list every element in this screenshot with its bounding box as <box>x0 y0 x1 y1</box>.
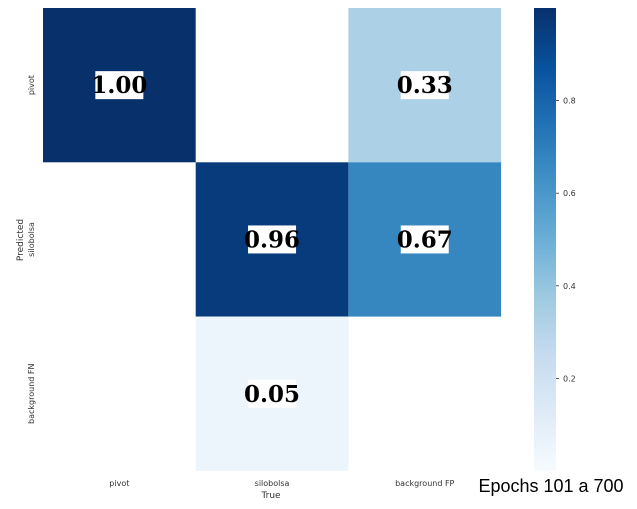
colorbar-tick-label: 0.6 <box>563 189 576 198</box>
x-axis-title: True <box>260 491 281 501</box>
cell-value-label: 0.67 <box>397 226 453 253</box>
cell-label-background <box>400 71 449 100</box>
x-tick-label: background FP <box>395 479 454 488</box>
x-tick-labels: pivot silobolsa background FP <box>109 479 454 488</box>
x-tick-label: silobolsa <box>255 479 290 488</box>
cell-label-background <box>248 225 297 254</box>
y-tick-label: pivot <box>27 75 36 95</box>
cell-value-label: 0.96 <box>244 226 300 253</box>
colorbar-tick-label: 0.8 <box>563 97 576 106</box>
cell-label-background <box>95 71 144 100</box>
colorbar-tick-label: 0.2 <box>563 374 576 383</box>
cell-value-label: 0.33 <box>397 72 453 99</box>
x-tick-label: pivot <box>109 479 129 488</box>
cell-value-label: 0.05 <box>244 381 300 408</box>
y-tick-label: silobolsa <box>27 222 36 257</box>
y-tick-labels: pivot silobolsa background FN <box>27 75 36 424</box>
colorbar-ticks: 0.2 0.4 0.6 0.8 <box>556 97 576 383</box>
colorbar <box>534 8 556 471</box>
cell-label-background <box>248 379 297 408</box>
heatmap-cells: 1.00 0.33 0.96 0.67 0.05 <box>43 8 502 471</box>
colorbar-tick-label: 0.4 <box>563 282 576 291</box>
epochs-caption: Epochs 101 a 700 <box>478 476 624 496</box>
cell-value-label: 1.00 <box>91 72 147 99</box>
y-axis-title: Predicted <box>16 219 26 261</box>
cell-label-background <box>400 225 449 254</box>
y-tick-label: background FN <box>27 364 36 424</box>
